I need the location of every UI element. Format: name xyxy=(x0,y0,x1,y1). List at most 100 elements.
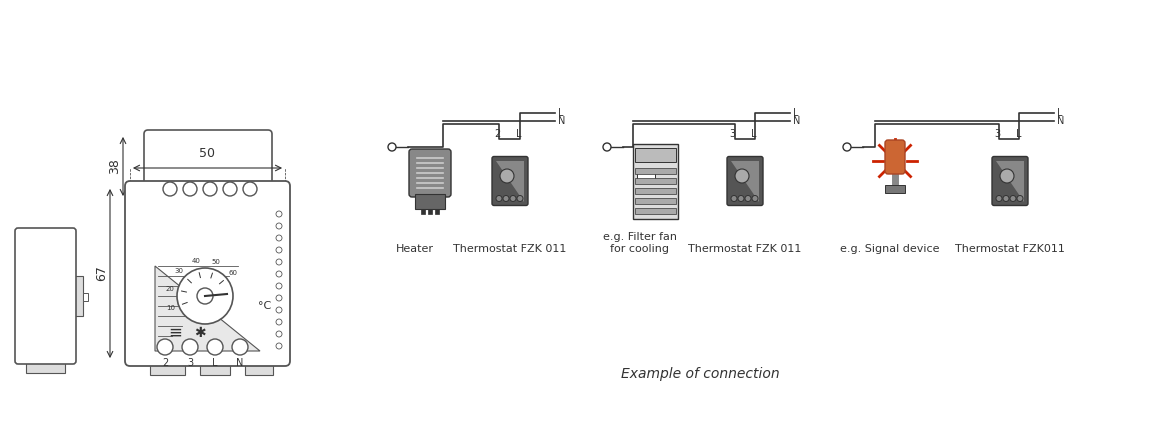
Circle shape xyxy=(232,339,248,355)
FancyBboxPatch shape xyxy=(492,157,528,205)
Text: N: N xyxy=(558,116,566,126)
Text: e.g. Signal device: e.g. Signal device xyxy=(841,244,940,254)
Text: ✱: ✱ xyxy=(194,326,206,340)
Circle shape xyxy=(204,182,217,196)
FancyBboxPatch shape xyxy=(26,361,66,373)
Text: e.g. Filter fan
for cooling: e.g. Filter fan for cooling xyxy=(603,233,677,254)
Circle shape xyxy=(500,169,514,183)
Circle shape xyxy=(738,196,744,202)
FancyBboxPatch shape xyxy=(237,192,240,204)
FancyBboxPatch shape xyxy=(204,144,213,156)
FancyBboxPatch shape xyxy=(23,309,66,313)
Circle shape xyxy=(183,182,197,196)
FancyBboxPatch shape xyxy=(144,130,273,203)
FancyBboxPatch shape xyxy=(136,192,140,204)
Text: 3: 3 xyxy=(729,129,735,139)
Circle shape xyxy=(731,196,737,202)
FancyBboxPatch shape xyxy=(23,349,66,353)
FancyBboxPatch shape xyxy=(251,192,255,204)
FancyBboxPatch shape xyxy=(635,197,675,203)
FancyBboxPatch shape xyxy=(136,223,154,229)
FancyBboxPatch shape xyxy=(435,209,439,214)
FancyBboxPatch shape xyxy=(72,276,83,316)
FancyBboxPatch shape xyxy=(136,247,154,253)
FancyBboxPatch shape xyxy=(886,140,905,174)
FancyBboxPatch shape xyxy=(635,148,675,161)
FancyBboxPatch shape xyxy=(23,253,66,257)
Circle shape xyxy=(388,143,396,151)
Text: °C: °C xyxy=(259,301,271,311)
Circle shape xyxy=(509,196,516,202)
Text: ≡: ≡ xyxy=(168,324,182,342)
FancyBboxPatch shape xyxy=(186,192,191,204)
FancyBboxPatch shape xyxy=(168,144,177,156)
FancyBboxPatch shape xyxy=(83,293,89,301)
FancyBboxPatch shape xyxy=(240,144,250,156)
FancyBboxPatch shape xyxy=(15,228,76,364)
Circle shape xyxy=(752,196,758,202)
Circle shape xyxy=(207,339,223,355)
FancyBboxPatch shape xyxy=(992,157,1028,205)
FancyBboxPatch shape xyxy=(23,301,66,305)
Circle shape xyxy=(1003,196,1009,202)
Circle shape xyxy=(276,211,282,217)
Circle shape xyxy=(276,343,282,349)
Text: 60: 60 xyxy=(228,270,237,276)
Circle shape xyxy=(276,295,282,301)
FancyBboxPatch shape xyxy=(230,192,233,204)
FancyBboxPatch shape xyxy=(216,144,225,156)
FancyBboxPatch shape xyxy=(233,199,251,213)
FancyBboxPatch shape xyxy=(421,209,426,214)
Text: 3: 3 xyxy=(187,358,193,368)
Circle shape xyxy=(745,196,751,202)
Text: Thermostat FZK 011: Thermostat FZK 011 xyxy=(453,244,567,254)
FancyBboxPatch shape xyxy=(136,295,154,301)
FancyBboxPatch shape xyxy=(259,192,262,204)
FancyBboxPatch shape xyxy=(136,211,154,217)
Polygon shape xyxy=(155,266,260,351)
Circle shape xyxy=(177,268,233,324)
FancyBboxPatch shape xyxy=(636,169,654,178)
FancyBboxPatch shape xyxy=(23,325,66,329)
FancyBboxPatch shape xyxy=(727,157,762,205)
FancyBboxPatch shape xyxy=(635,178,675,184)
FancyBboxPatch shape xyxy=(409,149,451,197)
FancyBboxPatch shape xyxy=(151,192,154,204)
Text: N: N xyxy=(793,116,800,126)
FancyBboxPatch shape xyxy=(266,192,269,204)
Circle shape xyxy=(276,223,282,229)
Circle shape xyxy=(996,196,1002,202)
Circle shape xyxy=(158,339,172,355)
Circle shape xyxy=(276,319,282,325)
FancyBboxPatch shape xyxy=(886,185,905,193)
Polygon shape xyxy=(731,160,759,202)
Text: L: L xyxy=(793,108,798,118)
FancyBboxPatch shape xyxy=(23,341,66,345)
Text: 3: 3 xyxy=(994,129,1000,139)
FancyBboxPatch shape xyxy=(244,192,248,204)
Circle shape xyxy=(197,288,213,304)
Text: 20: 20 xyxy=(166,286,174,292)
Text: 38: 38 xyxy=(108,159,122,175)
FancyBboxPatch shape xyxy=(23,261,66,265)
FancyBboxPatch shape xyxy=(136,343,154,349)
FancyBboxPatch shape xyxy=(181,144,189,156)
FancyBboxPatch shape xyxy=(428,209,432,214)
Circle shape xyxy=(243,182,256,196)
FancyBboxPatch shape xyxy=(198,199,223,213)
FancyBboxPatch shape xyxy=(192,144,201,156)
Circle shape xyxy=(503,196,509,202)
Circle shape xyxy=(276,259,282,265)
FancyBboxPatch shape xyxy=(156,144,164,156)
Circle shape xyxy=(1010,196,1015,202)
Text: 40: 40 xyxy=(192,258,201,264)
Text: 2: 2 xyxy=(493,129,500,139)
Text: L: L xyxy=(1017,129,1021,139)
FancyBboxPatch shape xyxy=(23,333,66,337)
Text: Thermostat FZK 011: Thermostat FZK 011 xyxy=(689,244,802,254)
Text: 30: 30 xyxy=(175,268,184,274)
FancyBboxPatch shape xyxy=(415,194,445,209)
Circle shape xyxy=(276,283,282,289)
FancyBboxPatch shape xyxy=(635,208,675,214)
FancyBboxPatch shape xyxy=(222,192,227,204)
